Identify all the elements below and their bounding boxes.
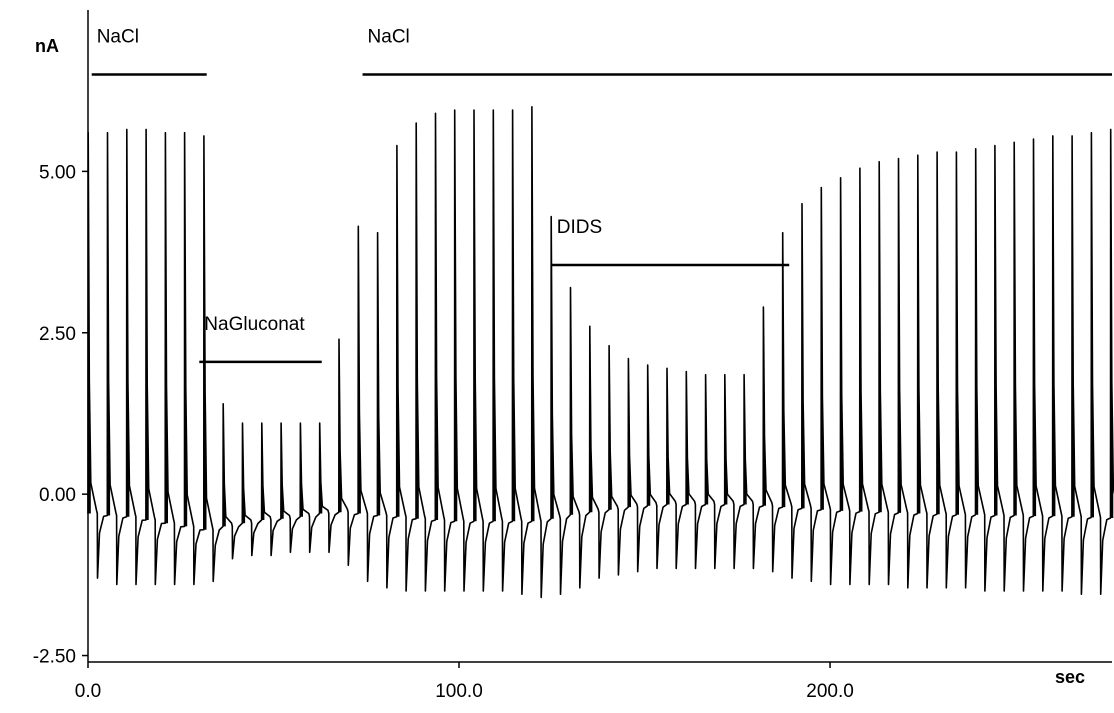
pulse-peak (1071, 135, 1075, 517)
pulse-peak (724, 374, 728, 505)
pulse-peak (358, 226, 361, 514)
x-axis-unit-label: sec (1055, 667, 1085, 687)
pulse-peak (744, 374, 747, 505)
pulse-peak (531, 106, 535, 522)
pulse-peak (821, 187, 824, 510)
pulse-peak (859, 168, 863, 512)
pulse-peak (589, 326, 593, 513)
pulse-peak (300, 423, 303, 517)
pulse-peak (686, 371, 689, 505)
pulse-peak (628, 358, 631, 508)
pulse-peak (994, 145, 998, 516)
pulse-peak (1110, 129, 1114, 518)
pulse-peak (319, 423, 323, 514)
pulse-peak (1033, 139, 1037, 517)
x-tick-label: 0.0 (75, 681, 101, 702)
pulse-peak (801, 203, 805, 509)
pulse-peak (917, 155, 921, 514)
application-label: NaCl (97, 27, 139, 48)
pulse-peak (975, 148, 979, 515)
pulse-peak (435, 113, 439, 521)
pulse-peak (608, 345, 612, 510)
pulse-peak (1052, 135, 1056, 517)
pulse-peak (184, 132, 188, 527)
pulse-peak (647, 365, 651, 506)
pulse-peak (1091, 132, 1094, 518)
pulse-peak (782, 232, 786, 508)
x-tick-label: 100.0 (435, 681, 483, 702)
pulse-peak (512, 110, 516, 522)
pulse-peak (261, 423, 265, 520)
axes-layer: 5.00 2.50 0.00 -2.50 0.0 100.0 200.0 (33, 10, 1112, 702)
pulse-peak (396, 145, 400, 517)
pulse-peak (416, 123, 419, 519)
pulse-peak (280, 423, 284, 519)
pulse-peak (107, 132, 111, 516)
y-tick-label: 2.50 (39, 324, 76, 345)
pulse-peak (898, 158, 902, 513)
application-label: NaGluconat (204, 314, 305, 335)
y-axis-unit-label: nA (35, 36, 59, 56)
y-tick-label: -2.50 (33, 647, 76, 668)
pulse-peak (165, 132, 168, 524)
pulse-peak (377, 232, 381, 516)
pulse-peak (763, 307, 766, 506)
pulse-peak (126, 129, 130, 517)
pulse-peak (879, 161, 882, 513)
pulse-peak (242, 423, 246, 524)
current-trace (87, 106, 1114, 599)
pulse-peak (223, 403, 226, 527)
y-tick-label: 0.00 (39, 485, 76, 506)
pulse-peak (1014, 142, 1017, 516)
pulse-peak (956, 152, 959, 515)
trace-layer (87, 106, 1114, 599)
pulse-peak (551, 216, 554, 519)
pulse-peak (493, 110, 496, 522)
pulse-peak (203, 135, 207, 530)
pulse-peak (840, 177, 844, 511)
annotation-layer: NaCl NaCl NaGluconat DIDS (91, 27, 1112, 364)
pulse-peak (570, 287, 574, 515)
pulse-peak (145, 129, 149, 520)
pulse-peak (454, 110, 458, 522)
pulse-peak (473, 110, 477, 522)
application-label: NaCl (368, 27, 410, 48)
pulse-peak (338, 339, 342, 513)
y-tick-label: 5.00 (39, 162, 76, 183)
pulse-peak (936, 152, 940, 515)
pulse-peak (705, 374, 709, 505)
x-tick-label: 200.0 (806, 681, 854, 702)
application-label: DIDS (557, 217, 602, 238)
pulse-peak (666, 368, 670, 505)
